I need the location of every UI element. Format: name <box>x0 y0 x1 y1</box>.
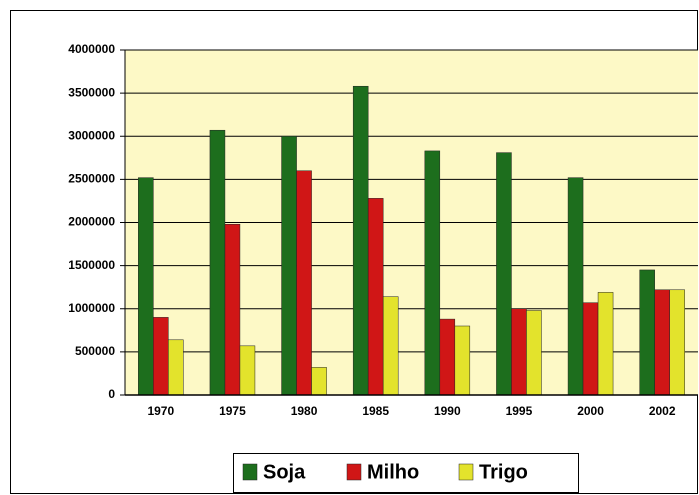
bar <box>209 129 226 396</box>
x-tick-label: 2000 <box>577 404 604 418</box>
legend-swatch <box>346 463 362 481</box>
legend-swatch <box>242 463 258 481</box>
bar <box>639 269 655 396</box>
x-tick-label: 1980 <box>291 404 318 418</box>
bar <box>224 223 241 396</box>
y-tick-label: 500000 <box>75 344 115 358</box>
legend-label: Soja <box>263 461 306 483</box>
bar <box>138 177 154 396</box>
bar <box>567 177 584 396</box>
bar <box>654 289 670 396</box>
bar <box>296 170 312 396</box>
y-tick-label: 2500000 <box>68 172 115 186</box>
bar <box>239 345 256 396</box>
bar <box>439 318 456 396</box>
legend-label: Trigo <box>479 461 528 483</box>
bar <box>352 85 369 396</box>
x-tick-label: 2002 <box>649 404 676 418</box>
bar <box>511 308 527 396</box>
bar <box>454 325 471 396</box>
x-tick-label: 1985 <box>362 404 389 418</box>
bar <box>496 152 512 396</box>
y-tick-label: 2000000 <box>68 215 115 229</box>
x-tick-label: 1970 <box>147 404 174 418</box>
y-tick-label: 0 <box>108 387 115 401</box>
x-tick-label: 1990 <box>434 404 461 418</box>
bar <box>582 302 599 396</box>
y-tick-label: 1000000 <box>68 301 115 315</box>
bar <box>311 367 327 396</box>
bar <box>153 317 169 396</box>
bar <box>382 296 399 396</box>
bar <box>281 136 297 396</box>
bar <box>526 310 542 396</box>
y-tick-label: 1500000 <box>68 258 115 272</box>
y-tick-label: 3000000 <box>68 128 115 142</box>
bar <box>367 198 384 396</box>
y-tick-label: 3500000 <box>68 85 115 99</box>
bar <box>597 292 614 396</box>
legend-swatch <box>458 463 474 481</box>
x-tick-label: 1975 <box>219 404 246 418</box>
y-tick-label: 4000000 <box>68 42 115 56</box>
bar <box>168 339 184 396</box>
legend-label: Milho <box>367 461 419 483</box>
bar <box>424 150 441 396</box>
x-tick-label: 1995 <box>506 404 533 418</box>
legend-box <box>233 453 579 493</box>
bar <box>669 289 685 396</box>
legend: Soja Milho Trigo <box>233 453 579 493</box>
